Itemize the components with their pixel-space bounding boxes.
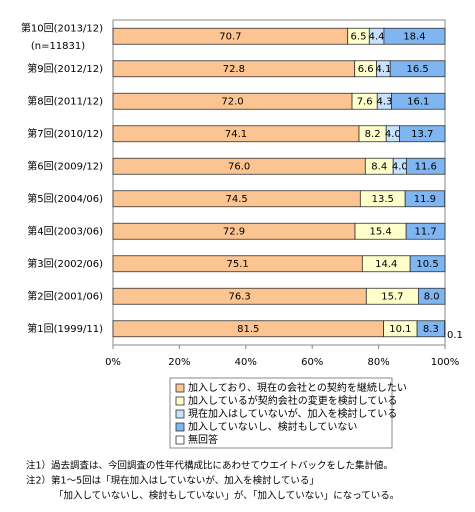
- bar-segment: [391, 92, 446, 110]
- value-label: 0.1: [447, 330, 463, 341]
- value-label: 4.4: [369, 31, 385, 42]
- plot-frame: [112, 19, 446, 346]
- value-label: 8.3: [423, 324, 439, 335]
- legend-label: 加入していないし、検討もしていない: [188, 420, 357, 433]
- sample-size: (n=11831): [31, 41, 85, 52]
- x-tick-label: 0%: [105, 357, 121, 368]
- value-label: 15.4: [369, 226, 391, 237]
- value-label: 4.3: [376, 96, 392, 107]
- legend-swatch: [175, 422, 185, 432]
- value-label: 15.7: [381, 291, 403, 302]
- y-tick-label: 第4回(2003/06): [27, 224, 103, 237]
- value-label: 72.0: [221, 96, 243, 107]
- y-tick-label: 第2回(2001/06): [27, 289, 103, 302]
- y-tick-label: 第9回(2012/12): [27, 62, 103, 75]
- value-label: 10.1: [389, 324, 411, 335]
- bar-segment: [409, 255, 446, 273]
- value-label: 6.6: [358, 64, 374, 75]
- value-label: 8.2: [365, 129, 381, 140]
- x-tick-label: 100%: [431, 357, 460, 368]
- value-label: 74.1: [225, 129, 247, 140]
- legend-label: 加入しており、現在の会社との契約を継続したい: [188, 381, 407, 394]
- x-tick-label: 60%: [301, 357, 323, 368]
- value-label: 11.7: [414, 226, 436, 237]
- value-label: 6.5: [351, 31, 367, 42]
- value-label: 8.4: [371, 161, 387, 172]
- value-label: 10.5: [416, 259, 438, 270]
- value-label: 13.5: [372, 194, 394, 205]
- bar-segment: [389, 60, 446, 78]
- bar-segment: [399, 125, 446, 143]
- value-label: 4.0: [392, 161, 408, 172]
- x-tick-label: 80%: [367, 357, 389, 368]
- value-label: 16.1: [407, 96, 429, 107]
- value-label: 81.5: [237, 324, 259, 335]
- x-tick-label: 40%: [235, 357, 257, 368]
- legend-swatch: [175, 383, 185, 393]
- value-label: 8.0: [424, 291, 440, 302]
- value-label: 74.5: [226, 194, 248, 205]
- value-label: 11.6: [415, 161, 437, 172]
- bar-segment: [406, 157, 446, 175]
- value-label: 70.7: [219, 31, 241, 42]
- value-label: 76.3: [229, 291, 251, 302]
- value-label: 72.8: [223, 64, 245, 75]
- bar-segment: [405, 222, 446, 240]
- note: 「加入していないし、検討もしていない」が、「加入していない」になっている。: [54, 490, 399, 502]
- bar-segment: [383, 27, 446, 45]
- value-label: 4.1: [375, 64, 391, 75]
- value-label: 72.9: [223, 226, 245, 237]
- legend-swatch: [175, 435, 185, 445]
- value-label: 13.7: [411, 129, 433, 140]
- legend-swatch: [175, 396, 185, 406]
- value-label: 75.1: [227, 259, 249, 270]
- value-label: 14.4: [375, 259, 397, 270]
- note: 注1）過去調査は、今回調査の性年代構成比にあわせてウエイトバックをした集計値。: [26, 460, 393, 472]
- value-label: 11.9: [414, 194, 436, 205]
- y-tick-label: 第10回(2013/12): [21, 21, 103, 34]
- value-label: 4.0: [385, 129, 401, 140]
- y-tick-label: 第5回(2004/06): [27, 192, 103, 205]
- y-tick-label: 第1回(1999/11): [27, 322, 103, 335]
- y-tick-label: 第8回(2011/12): [27, 94, 103, 107]
- value-label: 76.0: [228, 161, 250, 172]
- legend-label: 無回答: [188, 433, 218, 446]
- value-label: 18.4: [403, 31, 425, 42]
- value-label: 7.6: [357, 96, 373, 107]
- value-label: 16.5: [406, 64, 428, 75]
- bar-segment: [404, 190, 446, 208]
- legend-label: 加入しているが契約会社の変更を検討している: [188, 394, 397, 407]
- note: 注2）第1～5回は「現在加入はしていないが、加入を検討している」: [26, 475, 319, 487]
- bar-segment: [418, 287, 446, 305]
- legend-label: 現在加入はしていないが、加入を検討している: [188, 407, 397, 420]
- legend-box: [169, 377, 393, 449]
- legend-swatch: [175, 409, 185, 419]
- y-tick-label: 第7回(2010/12): [27, 127, 103, 140]
- x-tick-label: 20%: [168, 357, 190, 368]
- y-tick-label: 第6回(2009/12): [27, 159, 103, 172]
- y-tick-label: 第3回(2002/06): [27, 257, 103, 270]
